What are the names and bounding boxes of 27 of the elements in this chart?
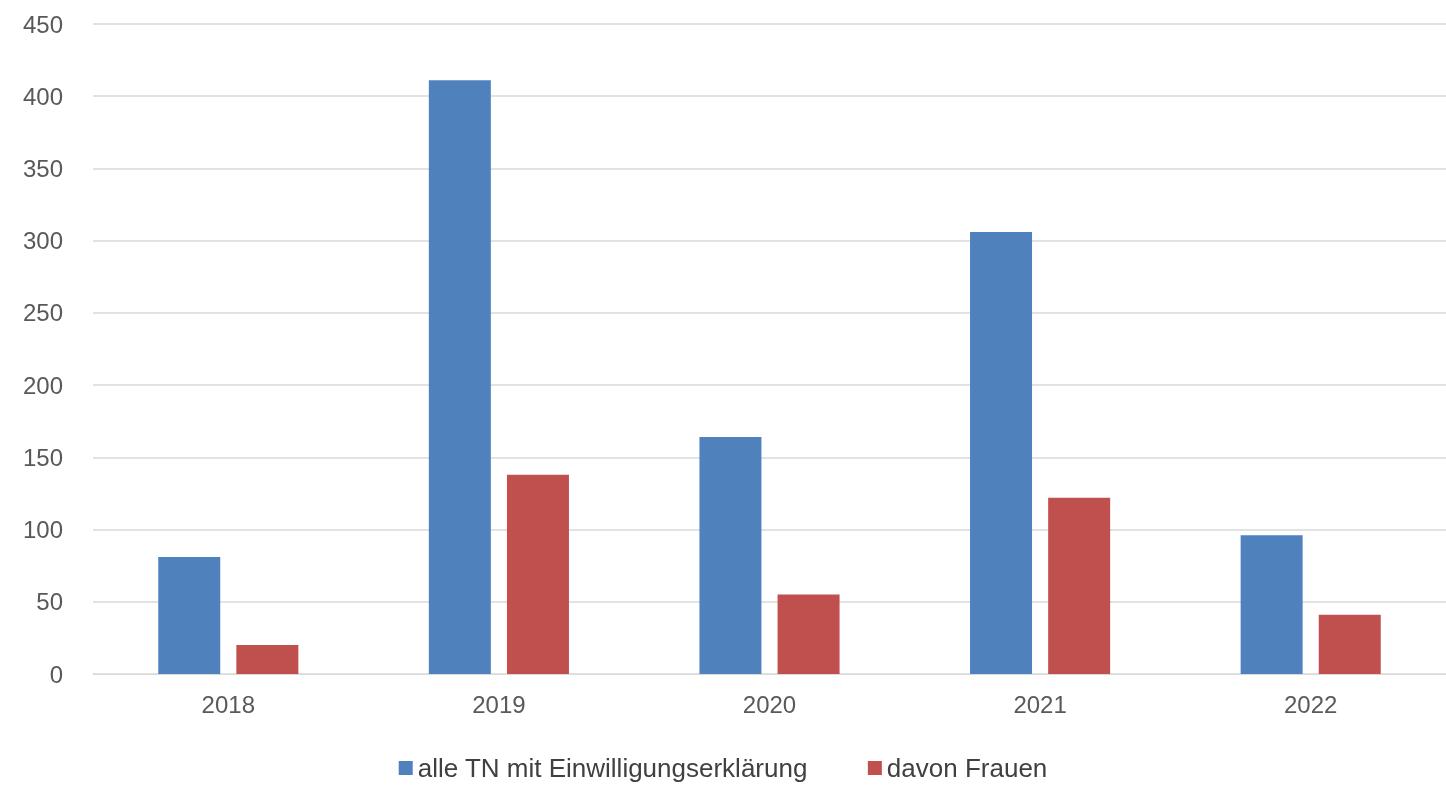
bar	[236, 645, 299, 674]
y-tick-label: 400	[22, 82, 63, 110]
bar	[777, 594, 840, 674]
y-tick-label: 100	[22, 516, 63, 544]
bar	[506, 474, 569, 674]
bar	[1240, 535, 1303, 674]
legend-label: alle TN mit Einwilligungserklärung	[417, 753, 808, 783]
x-tick-label: 2021	[1013, 690, 1067, 718]
x-tick-label: 2018	[201, 690, 255, 718]
y-tick-label: 450	[22, 10, 63, 38]
bar	[428, 80, 491, 674]
bar	[158, 557, 221, 674]
y-tick-label: 50	[36, 588, 63, 616]
y-tick-label: 250	[22, 299, 63, 327]
bar	[699, 437, 762, 674]
legend-label: davon Frauen	[886, 753, 1048, 783]
x-tick-label: 2022	[1284, 690, 1338, 718]
y-tick-label: 150	[22, 443, 63, 471]
bar	[970, 232, 1033, 674]
y-tick-label: 300	[22, 227, 63, 255]
y-tick-label: 350	[22, 154, 63, 182]
x-tick-label: 2019	[472, 690, 526, 718]
bar	[1318, 614, 1381, 674]
x-tick-label: 2020	[742, 690, 797, 718]
bar	[1048, 497, 1111, 674]
y-tick-label: 200	[22, 371, 63, 399]
y-tick-label: 0	[49, 660, 63, 688]
